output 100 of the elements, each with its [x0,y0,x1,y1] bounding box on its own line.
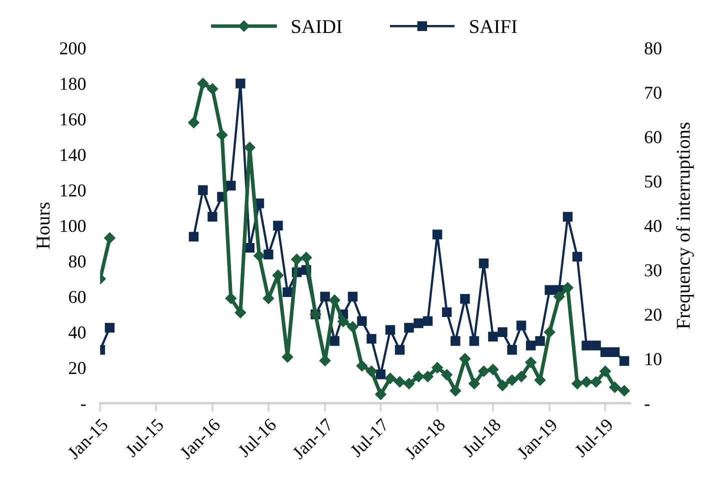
y-tick-label: 180 [60,78,86,90]
point [441,369,452,380]
point [404,322,414,333]
point [506,374,518,386]
y-axis-title: Hours [36,202,50,249]
point [562,212,573,222]
point [264,250,274,260]
point [422,316,433,326]
point [348,292,358,302]
point [442,307,452,318]
point [394,376,406,388]
y-tick-label: 140 [60,148,86,161]
point [488,332,498,342]
y-tick-label: 80 [68,255,86,268]
point [535,336,545,346]
point [516,370,527,382]
point [104,322,115,333]
point [206,83,218,94]
y2-tick-label: - [644,404,650,406]
point [225,292,237,304]
point [366,366,378,377]
point [376,369,386,380]
point [366,334,376,344]
y-tick-label: 20 [69,362,86,374]
point [460,294,470,304]
y2-axis-title: Frequency of interruptions [676,122,694,329]
point [347,321,358,332]
point [468,378,480,390]
point [384,372,396,384]
y-tick-label: 160 [60,113,86,126]
point [450,385,462,396]
point [580,376,592,388]
point [478,258,489,268]
point [291,254,302,265]
point [507,345,517,355]
point [600,347,610,357]
point [356,360,368,372]
point [572,378,583,390]
point [610,347,620,357]
point [498,327,508,338]
point [469,336,480,346]
point [432,230,442,240]
point [422,370,434,382]
point [403,378,415,390]
point [357,316,367,326]
point [600,366,611,377]
point [188,232,199,242]
point [544,326,556,338]
point [394,345,405,355]
point [300,252,312,264]
point [450,336,460,346]
point [385,325,396,335]
y-tick-label: - [80,404,86,406]
y2-tick-label: 30 [644,264,662,276]
point [414,318,424,328]
point [216,129,228,141]
point [412,370,424,382]
y-tick-label: 40 [68,326,86,339]
y2-tick-label: 10 [646,353,662,366]
point [432,362,443,374]
point [208,212,218,222]
point [487,364,499,376]
y2-tick-label: 20 [644,308,662,321]
legend-label: SAIDI [292,20,342,34]
point [496,380,508,392]
point [582,340,592,350]
point [590,376,602,388]
point [104,232,116,244]
point [198,185,208,195]
point [320,292,330,302]
point [562,282,574,294]
y-tick-label: 100 [60,220,86,232]
legend-label: SAIFI [470,20,517,34]
point [234,307,246,318]
point [591,340,601,350]
point [544,285,554,295]
point [572,252,582,262]
point [516,320,526,330]
point [254,250,265,262]
point [459,353,471,364]
point [375,388,386,400]
y-tick-label: 60 [69,290,86,304]
point [478,366,490,377]
point [273,220,283,230]
point [330,336,340,346]
point [197,78,209,90]
y2-tick-label: 40 [644,220,662,232]
point [272,270,284,281]
y-tick-label: 200 [60,42,86,54]
y2-tick-label: 60 [644,131,662,144]
point [609,382,620,393]
point [618,385,630,396]
y2-tick-label: 70 [645,86,662,99]
point [282,287,292,298]
point [525,356,536,368]
point [188,116,200,128]
y-tick-label: 120 [60,184,86,197]
point [619,356,630,366]
point [236,78,246,88]
point [526,340,536,350]
